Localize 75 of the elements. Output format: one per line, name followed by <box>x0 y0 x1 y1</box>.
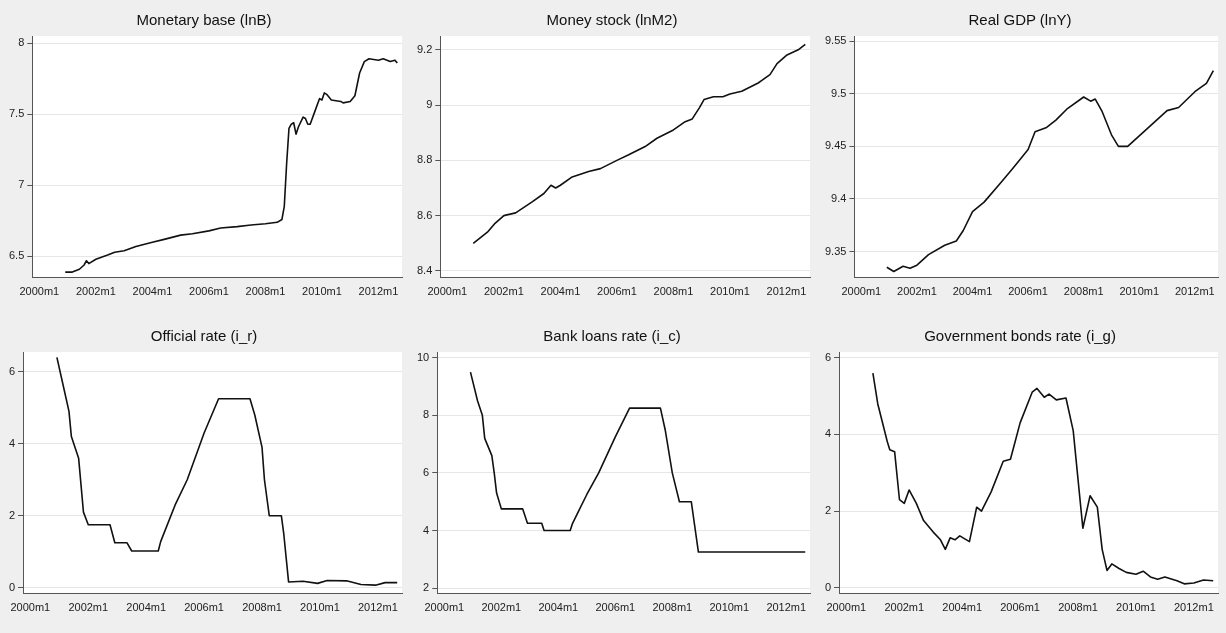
x-tick-label: 2004m1 <box>132 285 173 298</box>
y-tick-label: 9.4 <box>831 191 847 204</box>
x-tick-label: 2010m1 <box>1116 601 1156 614</box>
y-tick-label: 8.8 <box>416 153 433 166</box>
x-tick-label: 2012m1 <box>766 285 807 298</box>
x-tick-label: 2006m1 <box>1000 601 1040 614</box>
x-tick-label: 2008m1 <box>245 285 286 298</box>
x-tick-label: 2006m1 <box>597 285 637 298</box>
x-tick-label: 2000m1 <box>19 285 60 298</box>
y-tick-label: 9.45 <box>824 139 847 152</box>
x-tick-label: 2012m1 <box>1173 601 1214 614</box>
y-tick-label: 6 <box>824 350 832 363</box>
chart-title: Government bonds rate (i_g) <box>924 327 1116 345</box>
x-tick-label: 2000m1 <box>841 285 882 298</box>
x-tick-label: 2004m1 <box>538 601 579 614</box>
x-tick-label: 2000m1 <box>424 601 465 614</box>
y-tick-label: 7 <box>18 178 25 191</box>
x-tick-label: 2006m1 <box>1008 285 1048 298</box>
y-tick-label: 9.35 <box>824 244 847 257</box>
x-tick-label: 2008m1 <box>653 285 694 298</box>
y-tick-label: 9.2 <box>416 42 433 55</box>
x-tick-label: 2004m1 <box>952 285 993 298</box>
x-tick-label: 2000m1 <box>10 601 51 614</box>
x-tick-label: 2012m1 <box>1174 285 1215 298</box>
y-tick-label: 9 <box>426 98 433 111</box>
chart-title: Real GDP (lnY) <box>968 11 1072 29</box>
x-tick-label: 2004m1 <box>942 601 983 614</box>
x-tick-label: 2006m1 <box>184 601 224 614</box>
x-tick-label: 2010m1 <box>1119 285 1160 298</box>
y-tick-label: 2 <box>423 581 430 594</box>
y-tick-label: 8.6 <box>416 208 433 221</box>
y-tick-label: 8.4 <box>416 263 433 276</box>
y-tick-label: 4 <box>423 523 430 536</box>
y-tick-label: 0 <box>8 580 16 593</box>
x-tick-label: 2010m1 <box>710 285 750 298</box>
x-tick-label: 2002m1 <box>884 601 925 614</box>
x-tick-label: 2008m1 <box>652 601 693 614</box>
x-tick-label: 2006m1 <box>189 285 229 298</box>
x-tick-label: 2004m1 <box>126 601 167 614</box>
x-tick-label: 2012m1 <box>357 601 398 614</box>
y-tick-label: 9.5 <box>831 86 847 99</box>
x-tick-label: 2012m1 <box>358 285 399 298</box>
x-tick-label: 2010m1 <box>709 601 750 614</box>
x-tick-label: 2012m1 <box>766 601 807 614</box>
x-tick-label: 2002m1 <box>483 285 524 298</box>
y-tick-label: 4 <box>824 427 832 440</box>
y-tick-label: 10 <box>416 350 430 363</box>
chart-title: Bank loans rate (i_c) <box>543 327 681 345</box>
x-tick-label: 2002m1 <box>897 285 937 298</box>
x-tick-label: 2008m1 <box>1058 601 1098 614</box>
x-tick-label: 2006m1 <box>595 601 636 614</box>
x-tick-label: 2004m1 <box>540 285 581 298</box>
chart-title: Official rate (i_r) <box>150 327 258 345</box>
y-tick-label: 4 <box>8 436 16 449</box>
y-tick-label: 2 <box>824 504 832 517</box>
y-tick-label: 6.5 <box>8 249 25 262</box>
y-tick-label: 6 <box>423 465 430 478</box>
y-tick-label: 8 <box>423 408 430 421</box>
x-tick-label: 2000m1 <box>427 285 468 298</box>
y-tick-label: 6 <box>8 364 16 377</box>
y-tick-label: 0 <box>824 580 832 593</box>
x-tick-label: 2008m1 <box>242 601 282 614</box>
x-tick-label: 2002m1 <box>75 285 116 298</box>
x-tick-label: 2010m1 <box>302 285 342 298</box>
y-tick-label: 7.5 <box>8 107 25 120</box>
x-tick-label: 2002m1 <box>68 601 109 614</box>
y-tick-label: 9.55 <box>824 34 847 47</box>
x-tick-label: 2000m1 <box>826 601 867 614</box>
x-tick-label: 2002m1 <box>481 601 522 614</box>
chart-title: Money stock (lnM2) <box>546 11 678 29</box>
x-tick-label: 2008m1 <box>1063 285 1104 298</box>
x-tick-label: 2010m1 <box>300 601 340 614</box>
y-tick-label: 8 <box>18 36 25 49</box>
chart-title: Monetary base (lnB) <box>136 11 272 29</box>
y-tick-label: 2 <box>8 508 16 521</box>
